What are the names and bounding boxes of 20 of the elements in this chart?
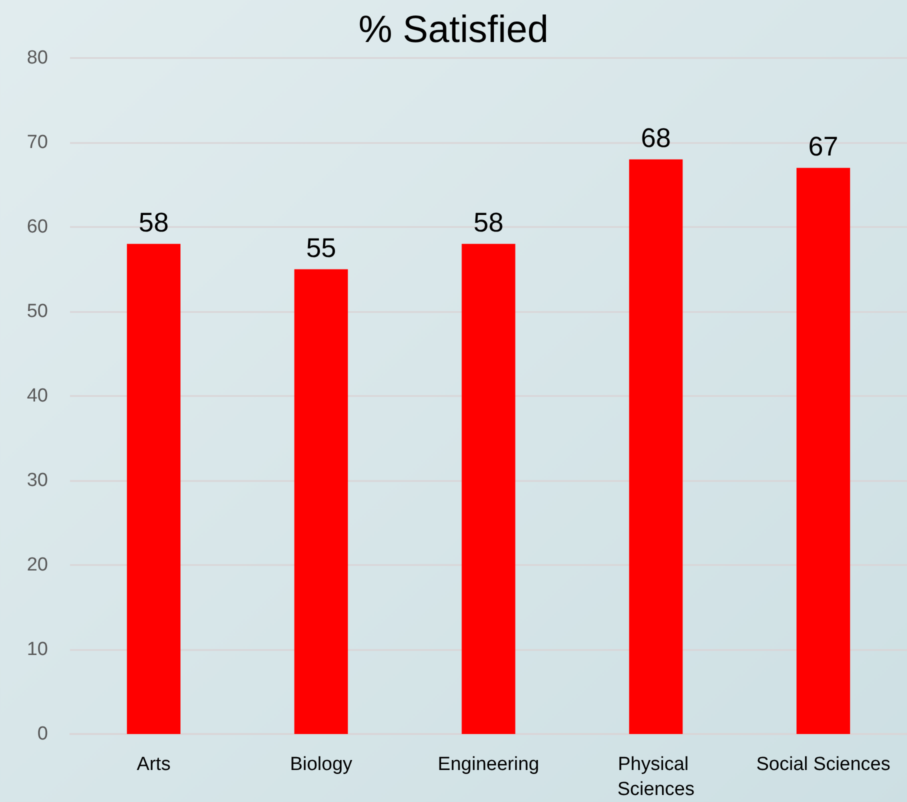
data-label: 55 bbox=[306, 232, 336, 263]
y-tick-label: 70 bbox=[26, 132, 48, 153]
y-tick-label: 0 bbox=[37, 724, 48, 744]
y-tick-label: 60 bbox=[26, 216, 48, 238]
x-tick-label: Biology bbox=[290, 754, 353, 775]
y-tick-label: 20 bbox=[26, 554, 48, 576]
y-tick-label: 10 bbox=[26, 639, 48, 660]
y-tick-label: 80 bbox=[26, 48, 48, 68]
data-label: 58 bbox=[473, 207, 504, 238]
x-tick-label: Engineering bbox=[438, 754, 540, 775]
y-tick-label: 50 bbox=[26, 301, 48, 322]
data-label: 67 bbox=[808, 131, 838, 162]
data-label: 58 bbox=[138, 207, 169, 238]
y-tick-label: 30 bbox=[26, 470, 48, 491]
x-tick-label: Social Sciences bbox=[756, 754, 890, 775]
x-tick-label: Physical Sciences bbox=[617, 754, 694, 800]
data-label: 68 bbox=[640, 122, 671, 153]
x-tick-label: Arts bbox=[136, 754, 171, 775]
y-tick-label: 40 bbox=[26, 386, 48, 406]
chart-title: % Satisfied bbox=[358, 9, 549, 51]
